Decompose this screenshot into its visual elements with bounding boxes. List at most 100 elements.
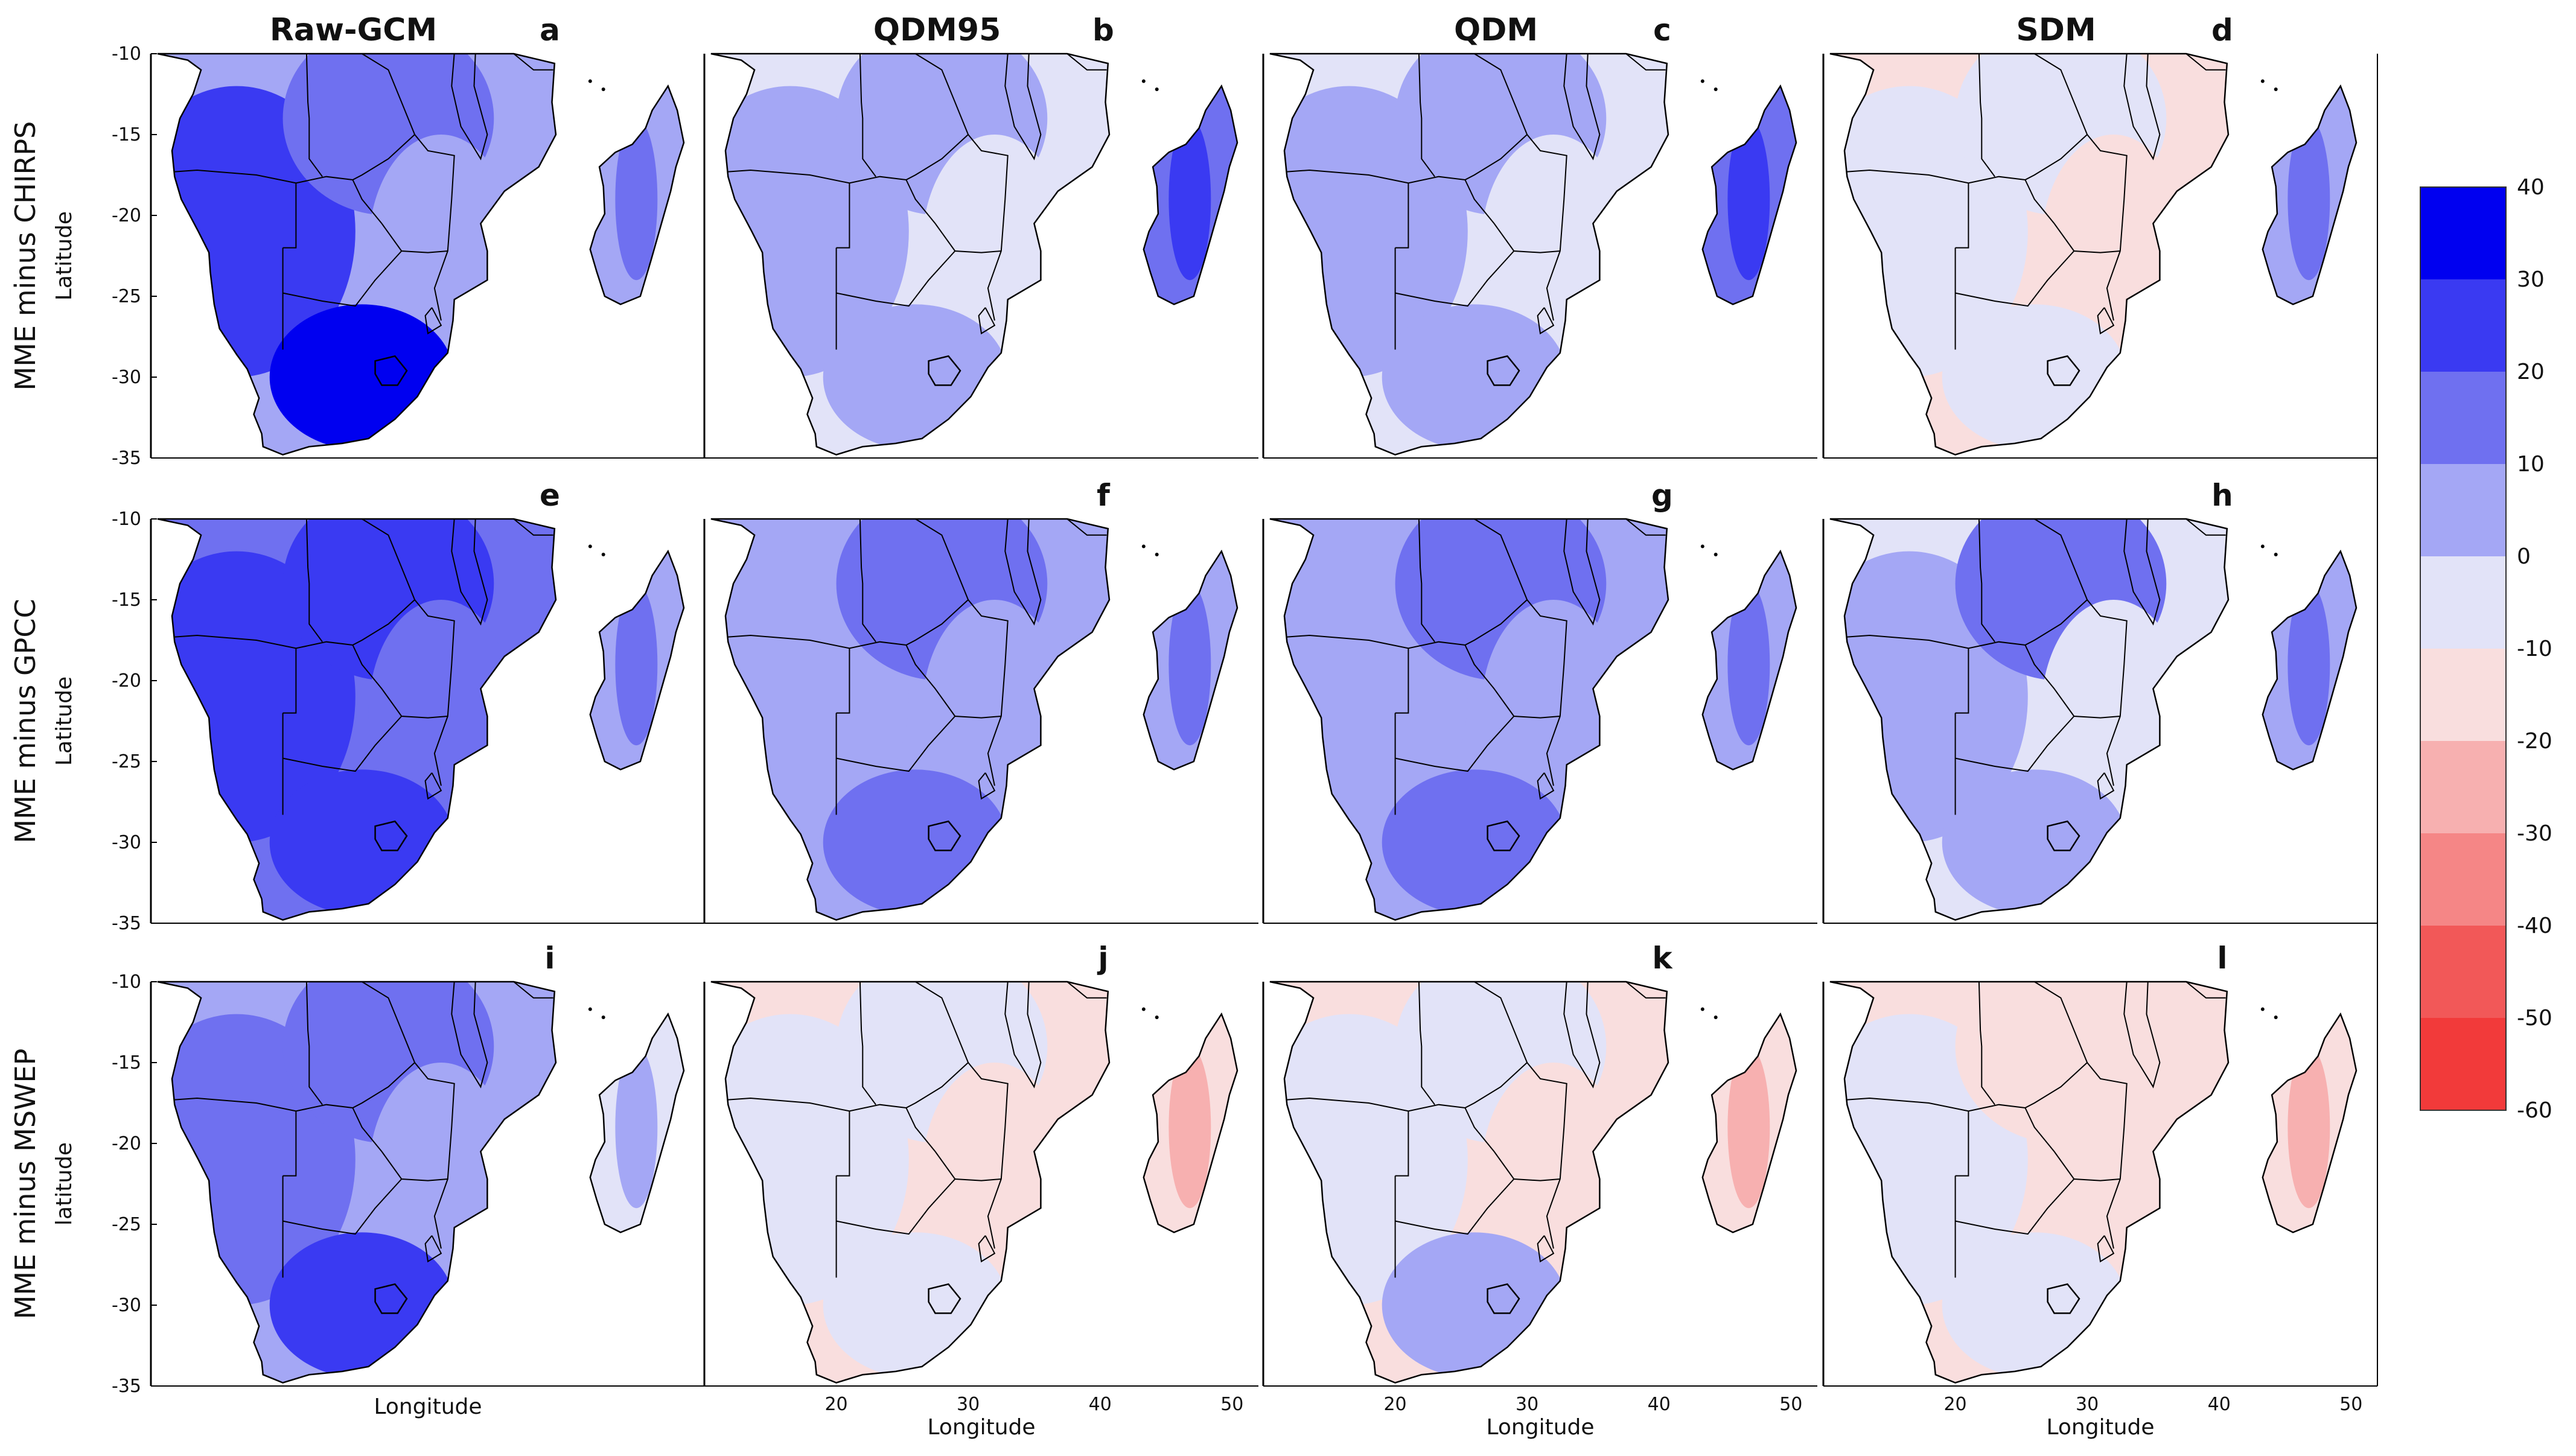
- island-marker: [588, 79, 592, 83]
- colorbar-segment: [2420, 279, 2506, 372]
- island-marker: [1714, 552, 1718, 556]
- xtick-label: 30: [2076, 1394, 2099, 1415]
- country-border: [1955, 250, 2075, 307]
- country-border: [905, 981, 969, 1108]
- country-border: [905, 644, 1001, 719]
- country-border: [836, 1178, 956, 1235]
- island-marker: [1155, 87, 1159, 91]
- country-border: [2087, 599, 2128, 786]
- country-border: [282, 183, 297, 249]
- panel-letter: i: [544, 941, 555, 976]
- ytick-label: -35: [112, 913, 141, 934]
- island-marker: [2274, 87, 2278, 91]
- bias-region-4: [1168, 118, 1211, 281]
- bias-region-4: [1168, 1046, 1211, 1209]
- xtick-label: 20: [824, 1394, 847, 1415]
- country-border: [1464, 1107, 1560, 1181]
- lesotho-border: [928, 820, 961, 851]
- colorbar-tick-label: 30: [2517, 267, 2545, 292]
- country-border: [174, 1097, 353, 1112]
- country-border: [1287, 169, 1465, 184]
- panel-j: [703, 981, 1258, 1387]
- panel-letter: b: [1092, 13, 1114, 48]
- island-marker: [1155, 552, 1159, 556]
- country-border: [836, 716, 956, 772]
- country-border: [352, 1107, 448, 1181]
- country-border: [2024, 53, 2088, 180]
- country-border: [968, 1062, 1009, 1249]
- country-border: [836, 648, 850, 714]
- colorbar-segment: [2420, 649, 2506, 741]
- madagascar-coastline: [589, 84, 685, 305]
- island-marker: [1700, 544, 1704, 548]
- xlabel: Longitude: [927, 1415, 1035, 1440]
- country-border: [424, 307, 442, 335]
- row-label-0: MME minus CHIRPS: [9, 121, 42, 391]
- country-border: [978, 307, 996, 335]
- lesotho-border: [2047, 1283, 2080, 1314]
- country-border: [2123, 518, 2161, 626]
- colorbar-tick-label: -10: [2517, 637, 2552, 661]
- colorbar-segment: [2420, 1018, 2506, 1110]
- xtick-label: 20: [1383, 1394, 1406, 1415]
- panel-f: [703, 518, 1258, 924]
- xtick-label: 30: [957, 1394, 980, 1415]
- country-border: [1464, 179, 1560, 253]
- ytick-label: -20: [112, 205, 141, 226]
- country-border: [1537, 772, 1555, 800]
- xlabel: Longitude: [1486, 1415, 1594, 1440]
- country-border: [2185, 53, 2226, 71]
- country-border: [282, 1111, 297, 1177]
- island-marker: [1141, 544, 1146, 548]
- country-border: [1287, 1097, 1465, 1112]
- country-border: [2185, 518, 2226, 536]
- country-border: [1847, 634, 2026, 649]
- island-marker: [2260, 79, 2265, 83]
- colorbar-tick-label: -50: [2517, 1006, 2552, 1031]
- xlabel: Longitude: [2046, 1415, 2154, 1440]
- panel-letter: d: [2211, 13, 2233, 48]
- madagascar-coastline: [1143, 84, 1239, 305]
- country-border: [305, 518, 323, 643]
- country-border: [978, 772, 996, 800]
- xtick-label: 50: [2339, 1394, 2362, 1415]
- row-label-2: MME minus MSWEP: [9, 1049, 42, 1320]
- panel-letter: g: [1651, 478, 1673, 513]
- bias-region-4: [1727, 118, 1770, 281]
- colorbar-tick-label: -30: [2517, 821, 2552, 846]
- lesotho-border: [374, 355, 408, 386]
- country-border: [1955, 716, 2075, 772]
- colorbar-segment: [2420, 556, 2506, 649]
- ytick-label: -10: [112, 43, 141, 65]
- country-border: [1978, 53, 1995, 177]
- africa-coastline: [710, 981, 1111, 1384]
- country-border: [859, 981, 876, 1105]
- ytick-label: -20: [112, 1133, 141, 1154]
- africa-coastline: [710, 518, 1111, 921]
- island-marker: [2260, 1007, 2265, 1011]
- country-border: [2097, 772, 2115, 800]
- country-border: [1066, 981, 1107, 999]
- panel-letter: f: [1097, 478, 1111, 513]
- colorbar-segment: [2420, 833, 2506, 926]
- panel-b: [703, 52, 1258, 459]
- lesotho-border: [1487, 820, 1520, 851]
- country-border: [859, 53, 876, 177]
- country-border: [1625, 53, 1666, 71]
- panel-a: [150, 52, 705, 459]
- country-border: [905, 53, 969, 180]
- bias-region-4: [1727, 1046, 1770, 1209]
- country-border: [836, 183, 850, 249]
- ylabel-2: latitude: [52, 1142, 77, 1226]
- bias-region-4: [1168, 583, 1211, 746]
- country-border: [282, 648, 297, 714]
- ytick-label: -15: [112, 1052, 141, 1073]
- country-border: [352, 53, 416, 180]
- country-border: [2024, 981, 2088, 1108]
- country-border: [414, 134, 455, 321]
- bias-field: [157, 982, 658, 1378]
- country-border: [1537, 1235, 1555, 1263]
- island-marker: [1141, 79, 1146, 83]
- country-border: [174, 634, 353, 649]
